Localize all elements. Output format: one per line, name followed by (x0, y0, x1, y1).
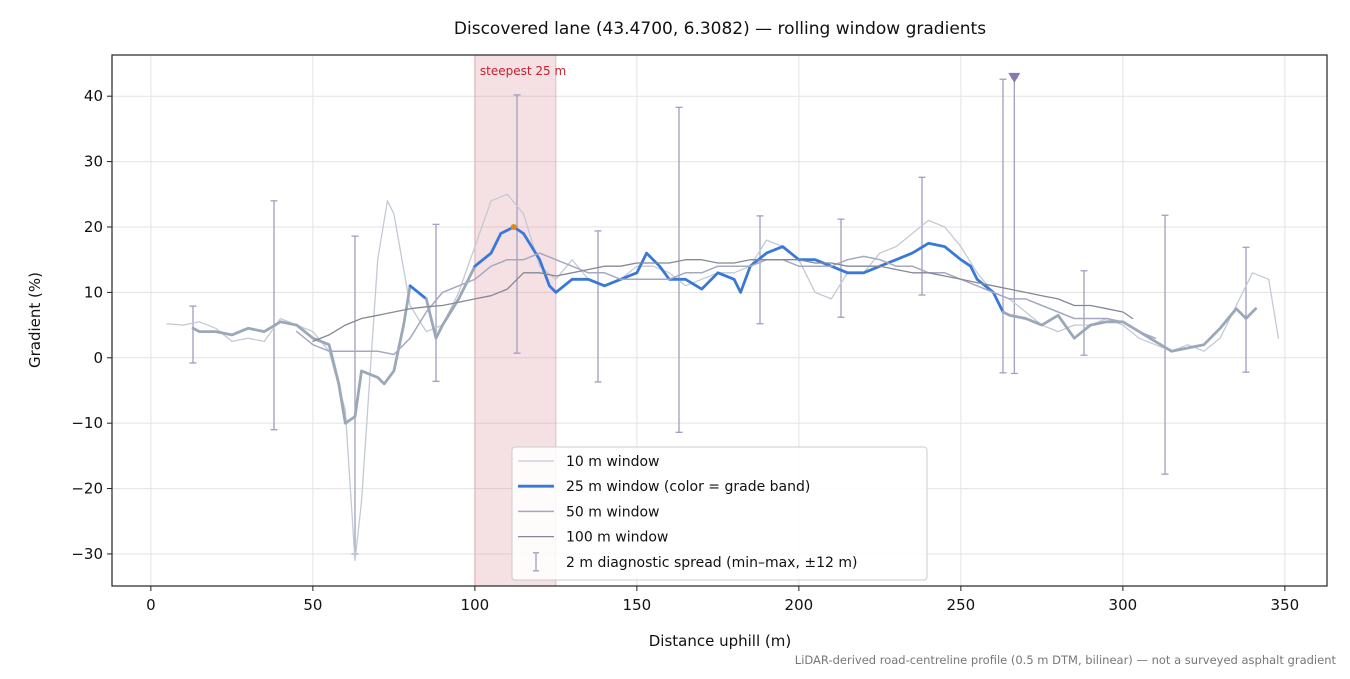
series-line (295, 252, 1157, 356)
x-tick-label: 150 (623, 596, 652, 614)
legend-label: 25 m window (color = grade band) (566, 479, 810, 495)
series-line (312, 259, 1134, 343)
chart-title: Discovered lane (43.4700, 6.3082) — roll… (454, 19, 986, 39)
series-line (191, 284, 412, 425)
x-axis-label: Distance uphill (m) (649, 632, 791, 650)
series-line (424, 264, 477, 340)
legend: 10 m window 25 m window (color = grade ba… (511, 446, 928, 581)
y-tick-label: −30 (71, 545, 103, 563)
y-tick-label: 30 (84, 153, 103, 171)
legend-box (511, 446, 928, 581)
x-tick-label: 0 (146, 596, 156, 614)
plot-frame (111, 54, 1328, 587)
x-tick-label: 100 (461, 596, 490, 614)
series-line (408, 284, 428, 301)
series-line (473, 225, 1005, 314)
x-tick-label: 50 (303, 596, 322, 614)
y-axis-label: Gradient (%) (26, 272, 44, 368)
legend-label: 100 m window (566, 530, 668, 546)
legend-label: 50 m window (566, 504, 659, 520)
x-tick-label: 300 (1109, 596, 1138, 614)
y-tick-label: 0 (93, 349, 103, 367)
footnote: LiDAR-derived road-centreline profile (0… (795, 653, 1337, 667)
steepest-marker (510, 223, 517, 230)
legend-label: 2 m diagnostic spread (min–max, ±12 m) (566, 555, 857, 571)
legend-label: 10 m window (566, 454, 659, 470)
y-tick-label: 20 (84, 218, 103, 236)
peak-marker (1008, 72, 1021, 83)
y-tick-label: −10 (71, 414, 103, 432)
x-tick-label: 350 (1271, 596, 1300, 614)
x-tick-label: 250 (947, 596, 976, 614)
highlight-label: steepest 25 m (480, 64, 566, 78)
x-tick-label: 200 (785, 596, 814, 614)
y-tick-label: −20 (71, 480, 103, 498)
y-tick-label: 40 (84, 87, 103, 105)
y-tick-label: 10 (84, 283, 103, 301)
